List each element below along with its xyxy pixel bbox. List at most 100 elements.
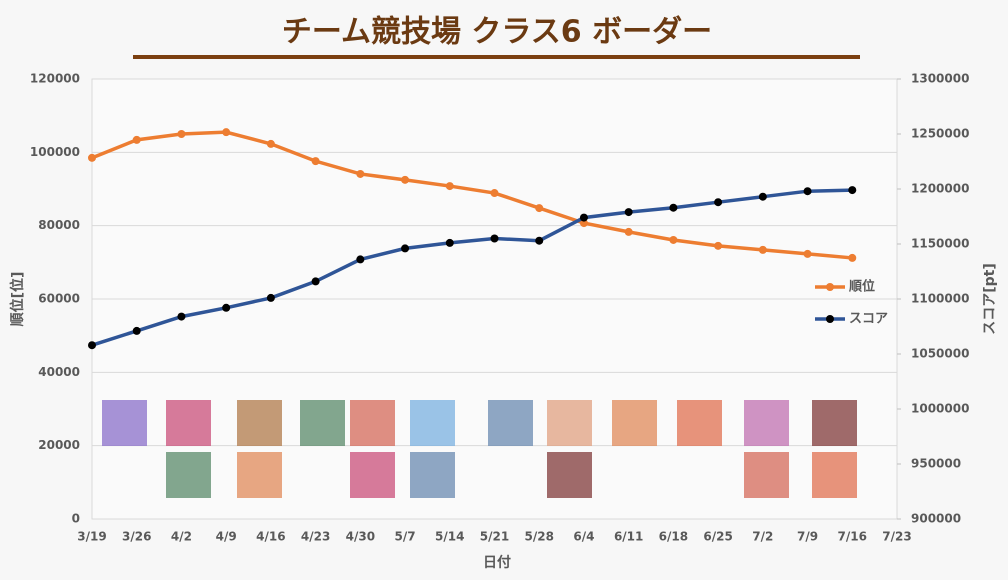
thumbnail — [166, 452, 211, 498]
thumbnail — [300, 400, 345, 446]
point — [803, 187, 812, 196]
point — [669, 235, 678, 244]
x-tick-label: 5/7 — [395, 530, 416, 544]
y2-tick-label: 1250000 — [911, 127, 969, 141]
thumbnail — [350, 400, 395, 446]
y-tick-label: 120000 — [30, 72, 80, 86]
x-tick-label: 7/9 — [797, 530, 818, 544]
y-tick-label: 0 — [72, 512, 80, 526]
point — [758, 245, 767, 254]
point — [311, 157, 320, 166]
point — [177, 130, 186, 138]
point — [401, 175, 410, 184]
y2-tick-label: 1050000 — [911, 347, 969, 361]
y2-tick-label: 1100000 — [911, 292, 969, 306]
point — [579, 213, 588, 222]
x-tick-label: 4/16 — [256, 530, 285, 544]
point — [669, 203, 678, 212]
point — [803, 249, 812, 258]
thumbnail — [350, 452, 395, 498]
x-tick-label: 5/28 — [525, 530, 554, 544]
point — [848, 253, 857, 262]
x-tick-label: 6/4 — [573, 530, 594, 544]
point — [490, 234, 499, 243]
x-tick-label: 6/11 — [614, 530, 643, 544]
y2-tick-label: 950000 — [911, 457, 961, 471]
thumbnail — [744, 400, 789, 446]
x-tick-label: 3/19 — [77, 530, 106, 544]
point — [88, 153, 96, 162]
point — [848, 186, 857, 195]
series-line — [91, 130, 853, 260]
y2-tick-label: 1000000 — [911, 402, 969, 416]
thumbnail — [547, 400, 592, 446]
series-line — [91, 188, 853, 347]
point — [714, 198, 723, 207]
y-tick-label: 40000 — [38, 365, 80, 379]
x-tick-label: 7/23 — [882, 530, 911, 544]
x-axis-label: 日付 — [483, 554, 511, 571]
point — [222, 128, 231, 137]
point — [177, 312, 186, 321]
point — [445, 238, 454, 247]
thumbnail — [744, 452, 789, 498]
thumbnail — [237, 452, 282, 498]
point — [624, 208, 633, 217]
point — [535, 204, 544, 213]
x-tick-label: 4/2 — [171, 530, 192, 544]
thumbnail — [237, 400, 282, 446]
x-tick-label: 4/9 — [216, 530, 237, 544]
legend-marker — [826, 283, 834, 291]
title-underline — [133, 55, 860, 59]
point — [535, 236, 544, 245]
y2-tick-label: 1150000 — [911, 237, 969, 251]
x-tick-label: 6/18 — [659, 530, 688, 544]
point — [311, 277, 320, 286]
y2-tick-label: 1200000 — [911, 182, 969, 196]
legend-label: 順位 — [849, 279, 875, 295]
thumbnail — [488, 400, 533, 446]
x-tick-label: 6/25 — [703, 530, 732, 544]
point — [624, 227, 633, 236]
x-tick-label: 5/14 — [435, 530, 464, 544]
point — [88, 341, 96, 350]
y2-tick-label: 1300000 — [911, 72, 969, 86]
x-tick-label: 4/30 — [346, 530, 375, 544]
x-tick-label: 5/21 — [480, 530, 509, 544]
point — [266, 139, 275, 148]
legend-label: スコア — [849, 312, 888, 327]
thumbnail — [166, 400, 211, 446]
y-tick-label: 100000 — [30, 145, 80, 159]
y2-axis-label: スコア[pt] — [982, 263, 998, 335]
thumbnail — [812, 452, 857, 498]
point — [714, 241, 723, 250]
thumbnail — [812, 400, 857, 446]
point — [356, 255, 365, 264]
x-tick-label: 7/16 — [838, 530, 867, 544]
point — [445, 182, 454, 191]
y-tick-label: 80000 — [38, 218, 80, 232]
thumbnail — [612, 400, 657, 446]
point — [222, 303, 231, 312]
point — [490, 189, 499, 198]
thumbnail — [102, 400, 147, 446]
point — [579, 219, 588, 228]
point — [132, 326, 141, 335]
x-tick-label: 7/2 — [752, 530, 773, 544]
y2-tick-label: 900000 — [911, 512, 961, 526]
y-axis-label: 順位[位] — [9, 272, 26, 327]
thumbnail — [410, 452, 455, 498]
y-tick-label: 20000 — [38, 438, 80, 452]
thumbnail — [677, 400, 722, 446]
thumbnail — [410, 400, 455, 446]
thumbnail — [547, 452, 592, 498]
point — [356, 169, 365, 178]
point — [266, 293, 275, 302]
x-tick-label: 4/23 — [301, 530, 330, 544]
y-tick-label: 60000 — [38, 292, 80, 306]
x-tick-label: 3/26 — [122, 530, 151, 544]
point — [401, 244, 410, 253]
point — [758, 192, 767, 201]
legend-marker — [826, 315, 834, 323]
